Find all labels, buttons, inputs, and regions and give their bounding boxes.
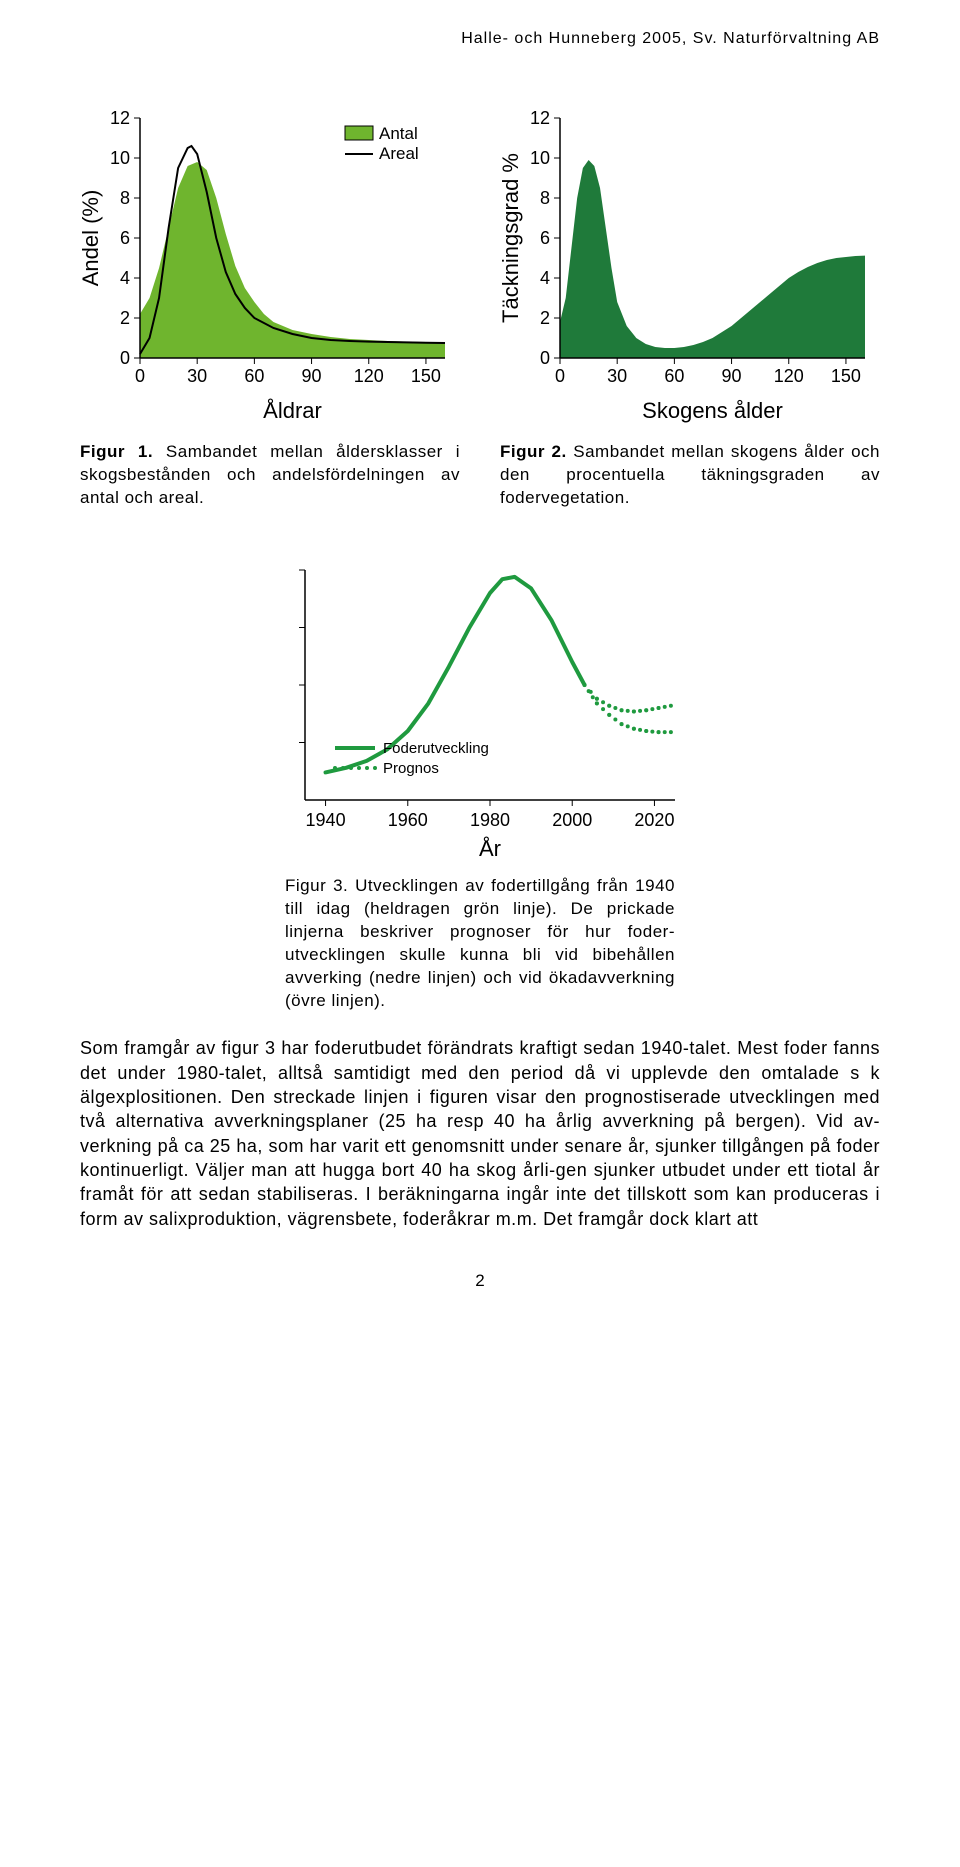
page-header: Halle- och Hunneberg 2005, Sv. Naturförv… — [80, 30, 880, 48]
chart2-svg: 0246810120306090120150Täckningsgrad %Sko… — [500, 108, 880, 428]
svg-text:1940: 1940 — [306, 810, 346, 830]
svg-text:150: 150 — [411, 366, 441, 386]
svg-text:Täckningsgrad %: Täckningsgrad % — [500, 153, 523, 323]
svg-text:0: 0 — [555, 366, 565, 386]
svg-text:60: 60 — [664, 366, 684, 386]
svg-text:2: 2 — [540, 308, 550, 328]
chart2-svg-wrap: 0246810120306090120150Täckningsgrad %Sko… — [500, 108, 880, 433]
svg-text:10: 10 — [110, 148, 130, 168]
svg-text:Prognos: Prognos — [383, 760, 439, 777]
svg-text:0: 0 — [120, 348, 130, 368]
svg-text:120: 120 — [354, 366, 384, 386]
chart1-block: 0246810120306090120150Andel (%)ÅldrarAnt… — [80, 108, 460, 510]
svg-text:2020: 2020 — [634, 810, 674, 830]
svg-text:30: 30 — [187, 366, 207, 386]
svg-text:Åldrar: Åldrar — [263, 398, 322, 423]
svg-text:2: 2 — [120, 308, 130, 328]
svg-text:0: 0 — [135, 366, 145, 386]
svg-text:1980: 1980 — [470, 810, 510, 830]
svg-text:12: 12 — [530, 108, 550, 128]
caption-figur3: Figur 3. Utvecklingen av fodertillgång f… — [285, 875, 675, 1013]
svg-text:90: 90 — [302, 366, 322, 386]
chart3-block: 1940 1960 1980 2000 2020 År Foderutveckling Pro… — [270, 560, 690, 865]
chart2-block: 0246810120306090120150Täckningsgrad %Sko… — [500, 108, 880, 510]
chart3-svg: 1940 1960 1980 2000 2020 År Foderutveckling Pro… — [270, 560, 690, 860]
charts-row: 0246810120306090120150Andel (%)ÅldrarAnt… — [80, 108, 880, 510]
svg-text:År: År — [479, 836, 501, 860]
svg-text:60: 60 — [244, 366, 264, 386]
svg-text:8: 8 — [540, 188, 550, 208]
chart3-wrap: 1940 1960 1980 2000 2020 År Foderutveckling Pro… — [80, 560, 880, 865]
svg-text:Areal: Areal — [379, 144, 419, 163]
svg-text:6: 6 — [540, 228, 550, 248]
svg-text:Foderutveckling: Foderutveckling — [383, 740, 489, 757]
caption1-bold: Figur 1. — [80, 442, 153, 461]
svg-text:Antal: Antal — [379, 124, 418, 143]
page-number: 2 — [80, 1271, 880, 1291]
svg-text:12: 12 — [110, 108, 130, 128]
svg-text:30: 30 — [607, 366, 627, 386]
svg-text:120: 120 — [774, 366, 804, 386]
chart1-svg: 0246810120306090120150Andel (%)ÅldrarAnt… — [80, 108, 460, 428]
caption-figur2: Figur 2. Sambandet mellan skogens ålder … — [500, 441, 880, 510]
svg-text:90: 90 — [722, 366, 742, 386]
svg-text:4: 4 — [540, 268, 550, 288]
svg-text:10: 10 — [530, 148, 550, 168]
caption3-text: Utvecklingen av fodertillgång från 1940 … — [285, 876, 675, 1010]
svg-text:6: 6 — [120, 228, 130, 248]
caption-figur1: Figur 1. Sambandet mellan åldersklasser … — [80, 441, 460, 510]
svg-text:Andel (%): Andel (%) — [80, 190, 103, 287]
svg-text:8: 8 — [120, 188, 130, 208]
svg-text:150: 150 — [831, 366, 861, 386]
svg-text:1960: 1960 — [388, 810, 428, 830]
body-paragraph: Som framgår av figur 3 har foderutbudet … — [80, 1036, 880, 1230]
svg-text:2000: 2000 — [552, 810, 592, 830]
svg-text:4: 4 — [120, 268, 130, 288]
caption2-bold: Figur 2. — [500, 442, 567, 461]
svg-text:0: 0 — [540, 348, 550, 368]
svg-text:Skogens ålder: Skogens ålder — [642, 398, 783, 423]
chart1-svg-wrap: 0246810120306090120150Andel (%)ÅldrarAnt… — [80, 108, 460, 433]
caption3-wrap: Figur 3. Utvecklingen av fodertillgång f… — [80, 875, 880, 1013]
caption3-bold: Figur 3. — [285, 876, 348, 895]
